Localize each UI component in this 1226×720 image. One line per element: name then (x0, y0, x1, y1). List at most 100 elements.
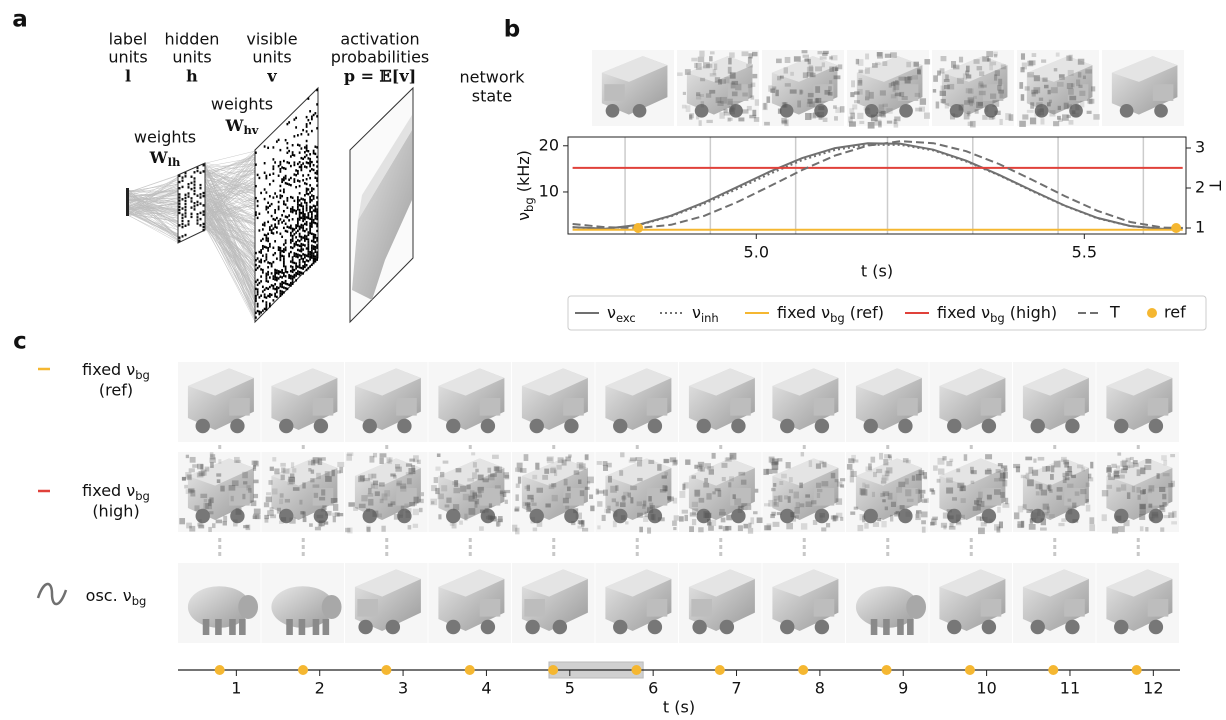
object (855, 586, 919, 628)
noise (601, 514, 606, 522)
noise (442, 460, 449, 464)
unit (196, 213, 199, 216)
noise (889, 514, 894, 522)
noise (768, 499, 774, 507)
noise (1149, 516, 1153, 521)
unit (298, 211, 301, 214)
noise (1123, 520, 1130, 527)
connection (128, 184, 179, 192)
unit (293, 268, 296, 272)
object (813, 488, 835, 506)
noise (1068, 54, 1073, 61)
object (646, 488, 668, 506)
connection (128, 190, 179, 209)
noise (880, 111, 886, 118)
unit (181, 185, 184, 189)
unit (303, 260, 306, 264)
unit (265, 191, 268, 194)
unit (202, 213, 205, 216)
noise (819, 56, 827, 60)
noise (1111, 526, 1119, 534)
x-tick-label: 5.5 (1072, 243, 1097, 262)
noise (1082, 75, 1086, 80)
noise (517, 467, 523, 473)
noise (181, 476, 187, 481)
noise (1148, 485, 1155, 492)
noise (779, 75, 784, 79)
object (322, 619, 330, 635)
unit (267, 232, 270, 236)
unit (303, 263, 306, 266)
noise (1163, 514, 1170, 519)
noise (1025, 472, 1030, 480)
noise (272, 457, 277, 462)
object (396, 398, 417, 416)
connection (128, 215, 179, 243)
connection (204, 192, 256, 225)
unit (254, 280, 257, 283)
noise (732, 494, 736, 500)
noise (917, 68, 921, 74)
object (780, 508, 795, 524)
unit (268, 204, 271, 208)
noise (830, 515, 835, 520)
noise (478, 490, 482, 495)
noise (829, 66, 835, 72)
unit (309, 110, 312, 113)
noise (884, 506, 888, 511)
noise (1168, 483, 1174, 488)
unit (261, 309, 264, 312)
noise (231, 480, 239, 487)
noise (452, 504, 460, 511)
unit (296, 162, 299, 166)
noise (1064, 477, 1070, 481)
noise (955, 514, 960, 522)
noise (584, 486, 590, 490)
noise (711, 452, 716, 459)
unit (267, 249, 270, 252)
unit (289, 281, 292, 285)
noise (504, 499, 508, 504)
noise (871, 491, 876, 498)
noise (361, 495, 368, 502)
noise (696, 115, 700, 120)
noise (314, 526, 321, 531)
connection (128, 182, 179, 193)
noise (863, 107, 870, 111)
noise (873, 471, 877, 478)
unit (279, 163, 282, 166)
unit (268, 228, 271, 231)
noise (935, 101, 940, 109)
noise (805, 494, 811, 498)
noise (727, 117, 733, 121)
object (1111, 56, 1178, 82)
object (613, 508, 628, 524)
column-symbol: l (125, 67, 131, 86)
noise (879, 90, 886, 96)
unit (305, 139, 308, 143)
noise (492, 454, 499, 459)
noise (1042, 77, 1048, 82)
noise (770, 513, 775, 519)
weights-label: weights (211, 95, 273, 114)
unit (296, 220, 299, 223)
noise (795, 502, 800, 509)
noise (1002, 471, 1008, 479)
noise (318, 520, 325, 527)
noise (203, 502, 209, 509)
noise (1019, 120, 1026, 127)
noise (251, 460, 258, 465)
unit (312, 152, 315, 155)
noise (243, 525, 249, 529)
unit (254, 211, 257, 214)
noise (242, 471, 248, 479)
unit (267, 220, 270, 224)
noise (1038, 97, 1044, 101)
noise (433, 477, 439, 484)
noise (437, 493, 444, 500)
noise (606, 462, 612, 468)
noise (630, 485, 637, 491)
connection (128, 215, 179, 241)
unit (282, 188, 285, 191)
unit (260, 294, 263, 297)
